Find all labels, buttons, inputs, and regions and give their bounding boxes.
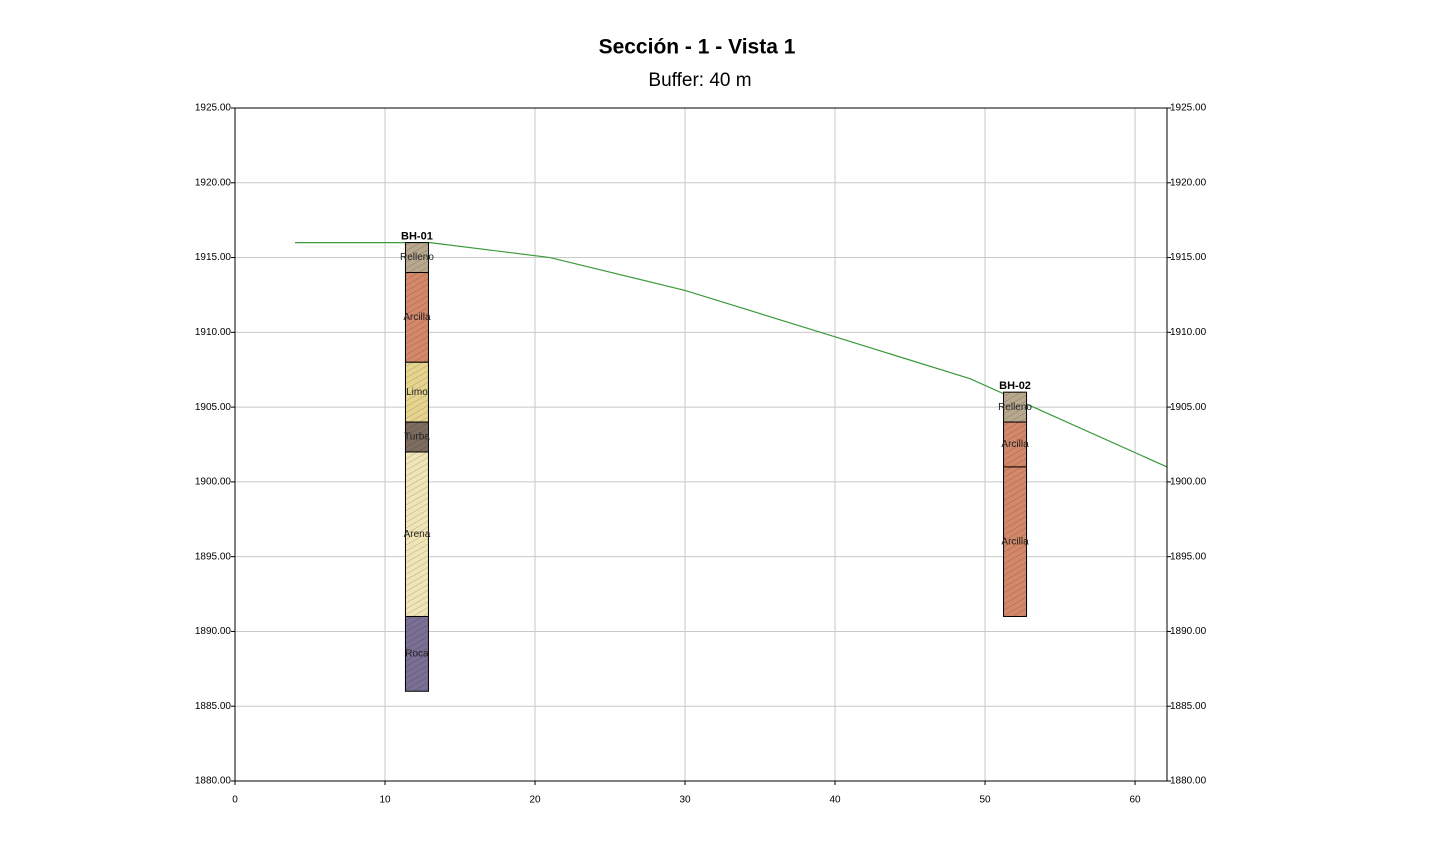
y2-tick-label: 1885.00 — [1170, 701, 1207, 712]
layer-label: Arena — [404, 529, 431, 540]
y2-tick-label: 1910.00 — [1170, 327, 1207, 338]
y2-tick-label: 1900.00 — [1170, 477, 1207, 488]
y2-tick-label: 1920.00 — [1170, 177, 1207, 188]
layer-label: Relleno — [400, 252, 434, 263]
layer-hatch — [405, 242, 429, 273]
y-tick-label: 1890.00 — [195, 626, 232, 637]
x-tick-label: 50 — [979, 795, 991, 806]
chart-subtitle: Buffer: 40 m — [648, 70, 751, 91]
y-tick-label: 1905.00 — [195, 402, 232, 413]
x-tick-label: 30 — [679, 795, 691, 806]
y-tick-label: 1920.00 — [195, 177, 232, 188]
layer-label: Arcilla — [403, 312, 431, 323]
x-tick-label: 10 — [379, 795, 391, 806]
ground-line — [295, 242, 1168, 468]
y-tick-label: 1895.00 — [195, 551, 232, 562]
y2-tick-label: 1890.00 — [1170, 626, 1207, 637]
y-tick-label: 1925.00 — [195, 103, 232, 114]
chart-title: Sección - 1 - Vista 1 — [599, 36, 796, 59]
y2-tick-label: 1880.00 — [1170, 776, 1207, 787]
y2-tick-label: 1905.00 — [1170, 402, 1207, 413]
layer-label: Arcilla — [1001, 536, 1029, 547]
layer-label: Turba — [404, 432, 430, 443]
y-tick-label: 1900.00 — [195, 477, 232, 488]
borehole-label: BH-02 — [999, 380, 1031, 392]
x-tick-label: 40 — [829, 795, 841, 806]
x-tick-label: 0 — [232, 795, 238, 806]
plot: Relleno Arcilla Limo Turba Arena Roca BH-01 Rel… — [295, 231, 1168, 692]
y2-tick-label: 1895.00 — [1170, 551, 1207, 562]
borehole-label: BH-01 — [401, 231, 433, 243]
layer-label: Arcilla — [1001, 439, 1029, 450]
layer-label: Roca — [405, 649, 429, 660]
x-tick-label: 20 — [529, 795, 541, 806]
layer-hatch — [1003, 466, 1027, 617]
layer-label: Relleno — [998, 402, 1032, 413]
layer-hatch — [1003, 392, 1027, 423]
x-tick-label: 60 — [1129, 795, 1141, 806]
y-tick-label: 1915.00 — [195, 252, 232, 263]
layer-hatch — [405, 451, 429, 617]
layer-hatch — [405, 362, 429, 423]
layer-label: Limo — [406, 387, 428, 398]
y-tick-label: 1880.00 — [195, 776, 232, 787]
layer-hatch — [405, 616, 429, 692]
plot-frame — [234, 107, 1168, 782]
layer-hatch — [405, 422, 429, 452]
layer-hatch — [1003, 422, 1027, 467]
y-tick-label: 1910.00 — [195, 327, 232, 338]
y-tick-label: 1885.00 — [195, 701, 232, 712]
y2-tick-label: 1925.00 — [1170, 103, 1207, 114]
layer-hatch — [405, 272, 429, 363]
y2-tick-label: 1915.00 — [1170, 252, 1207, 263]
